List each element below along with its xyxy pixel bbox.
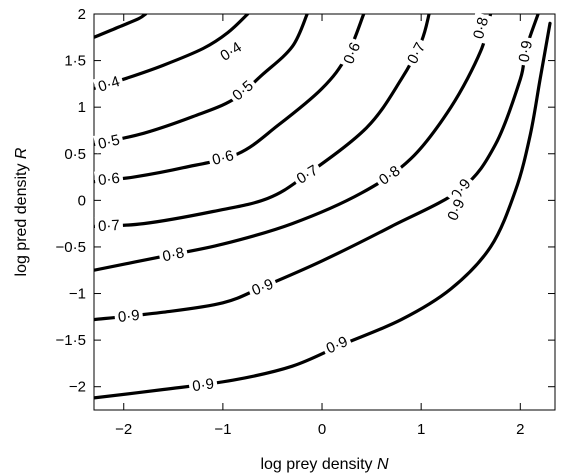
contour-label: 0·4 [92, 71, 125, 97]
contour-label-text: 0·9 [516, 39, 537, 63]
contour-label: 0·9 [113, 305, 144, 327]
contour-label: 0·7 [401, 36, 431, 70]
contour-line [94, 14, 493, 272]
x-axis-label: log prey density N [260, 456, 389, 473]
contour-label: 0·9 [188, 374, 219, 396]
x-tick-label: −1 [214, 421, 231, 438]
y-tick-label: −1·5 [56, 332, 86, 349]
y-tick-label: −1 [69, 286, 86, 303]
contour-label: 0·9 [320, 330, 354, 359]
y-tick-label: 2 [78, 6, 86, 23]
contour-label: 0·9 [513, 35, 537, 67]
contour-label: 0·7 [290, 159, 324, 190]
contour-label-text: 0·7 [98, 217, 121, 235]
contour-label: 0·8 [372, 159, 407, 191]
contour-label: 0·6 [93, 168, 124, 190]
contour-label-text: 0·8 [161, 244, 186, 265]
contour-line [94, 14, 431, 228]
x-tick-label: 1 [417, 421, 425, 438]
x-tick-label: 0 [318, 421, 326, 438]
contour-label-text: 0·5 [97, 132, 122, 153]
contour-label: 0·8 [468, 12, 493, 44]
y-axis-label: log pred density R [13, 147, 30, 276]
contour-label: 0·9 [246, 273, 279, 301]
x-tick-label: 2 [516, 421, 524, 438]
contour-label-text: 0·9 [117, 307, 140, 326]
contour-label-text: 0·6 [97, 170, 121, 189]
contour-label: 0·5 [93, 129, 125, 154]
contour-line [94, 14, 540, 322]
y-tick-label: −2 [69, 379, 86, 396]
y-tick-label: 0 [78, 192, 86, 209]
contour-label: 0·6 [207, 145, 239, 170]
contour-label-text: 0·9 [249, 276, 275, 300]
contour-label-text: 0·9 [191, 375, 215, 395]
contour-label-text: 0·8 [470, 15, 492, 40]
contour-label: 0·8 [157, 242, 189, 267]
contour-label-text: 0·6 [340, 40, 364, 66]
x-tick-label: −2 [115, 421, 132, 438]
plot-area-frame [93, 13, 556, 411]
contour-label: 0·7 [94, 215, 124, 236]
contour-labels: 0·40·40·50·50·60·60·60·70·70·70·80·80·80… [92, 12, 537, 396]
axis-ticks: −2 −1 0 1 2 −2 −1·5 −1 −0·5 0 0·5 1 1·5 2 [56, 6, 555, 438]
contour-label-text: 0·4 [96, 73, 122, 96]
y-tick-label: −0·5 [56, 239, 86, 256]
y-tick-label: 1 [78, 99, 86, 116]
contour-lines [94, 14, 552, 400]
contour-label: 0·6 [338, 36, 366, 70]
contour-label-text: 0·6 [210, 147, 235, 169]
y-tick-label: 0·5 [64, 146, 86, 163]
y-tick-label: 1·5 [64, 53, 86, 70]
contour-line [94, 14, 148, 39]
